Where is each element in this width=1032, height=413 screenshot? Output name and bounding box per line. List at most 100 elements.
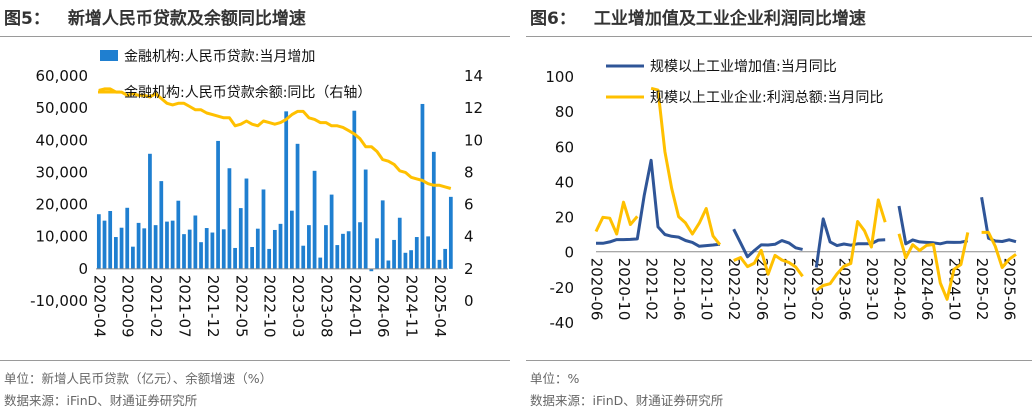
loan-bar <box>312 170 317 269</box>
footer-divider <box>0 360 510 361</box>
y-left-tick-label: 60,000 <box>36 67 89 85</box>
loan-bar <box>289 210 294 269</box>
loan-bar <box>414 237 419 269</box>
loan-bar <box>301 245 306 269</box>
x-tick-label: 2025-02 <box>973 258 991 321</box>
industry-chart: -40 -20 0 20 40 60 80 100 2020-06 2020-10 2021-02 2… <box>545 59 1019 332</box>
loan-bar <box>204 228 209 269</box>
loan-bar <box>238 208 243 269</box>
loan-bar <box>176 200 181 269</box>
loan-bar <box>397 217 402 269</box>
loan-bar <box>329 194 334 269</box>
loan-bar <box>358 222 362 269</box>
loan-bar <box>272 229 277 269</box>
loan-bar <box>295 143 300 269</box>
x-tick-label: 2024-11 <box>403 275 421 338</box>
footer-divider <box>526 360 1032 361</box>
loan-bar <box>131 246 135 269</box>
unit-note: 单位：% <box>530 371 580 386</box>
loan-bar <box>142 228 147 269</box>
loan-bar <box>278 223 283 269</box>
x-tick-label: 2024-06 <box>374 275 392 338</box>
y-right-tick-label: 4 <box>464 228 474 246</box>
loan-bar <box>426 236 431 269</box>
x-tick-label: 2024-01 <box>346 275 364 338</box>
loan-bar <box>341 233 345 269</box>
figure-title: 图6： 工业增加值及工业企业利润同比增速 <box>530 4 866 29</box>
loan-bar <box>159 181 164 269</box>
loan-balance-growth-line <box>98 87 452 190</box>
loan-bar <box>193 215 198 269</box>
loan-bar <box>335 245 340 269</box>
x-tick-label: 2020-10 <box>615 258 633 321</box>
loan-bar <box>250 247 255 269</box>
y-tick-label: 80 <box>555 103 574 121</box>
loan-bar <box>102 220 107 269</box>
y-right-tick-label: 10 <box>464 131 483 149</box>
y-left-tick-label: -10,000 <box>30 292 88 310</box>
loan-bar <box>136 222 141 269</box>
x-tick-label: 2021-02 <box>147 275 165 338</box>
x-tick-label: 2022-02 <box>725 258 743 321</box>
y-tick-label: 100 <box>545 68 574 86</box>
loan-bar <box>324 225 328 269</box>
y-left-tick-label: 30,000 <box>36 163 89 181</box>
loan-bar <box>437 259 442 269</box>
loan-bar <box>210 232 215 269</box>
x-tick-label: 2021-12 <box>204 275 222 338</box>
y-right-tick-label: 14 <box>464 67 483 85</box>
panel-loans: 图5： 新增人民币贷款及余额同比增速 -10,000 0 10,000 20,000 30… <box>0 0 510 413</box>
x-tick-label: 2021-06 <box>670 258 688 321</box>
loan-bar <box>227 168 232 269</box>
y-tick-label: 20 <box>555 209 574 227</box>
loan-bar <box>443 248 448 269</box>
legend-label-bar: 金融机构:人民币贷款:当月增加 <box>124 49 315 65</box>
x-tick-label: 2020-06 <box>588 258 606 321</box>
x-tick-label: 2021-07 <box>176 275 194 338</box>
y-left-tick-label: 10,000 <box>36 228 89 246</box>
loan-bar <box>113 237 118 269</box>
x-tick-label: 2025-06 <box>1001 258 1019 321</box>
figure-number: 图6： <box>530 9 576 29</box>
figure-title-text: 新增人民币贷款及余额同比增速 <box>67 9 306 29</box>
industrial-profit-line <box>594 86 1017 301</box>
unit-note: 单位：新增人民币贷款（亿元）、余额增速（%） <box>4 371 273 386</box>
legend-label-value-added: 规模以上工业增加值:当月同比 <box>650 59 837 75</box>
legend-label-profit: 规模以上工业企业:利润总额:当月同比 <box>650 89 883 106</box>
x-tick-label: 2022-10 <box>780 258 798 321</box>
y-tick-label: 60 <box>555 138 574 156</box>
industrial-value-added-line <box>596 158 1017 268</box>
loan-bar <box>125 207 130 269</box>
x-tick-label: 2022-06 <box>753 258 771 321</box>
loan-bar <box>216 140 220 269</box>
x-tick-label: 2025-04 <box>431 275 449 338</box>
x-tick-label: 2020-04 <box>90 275 108 338</box>
y-right-tick-label: 0 <box>464 292 474 310</box>
x-tick-label: 2020-09 <box>119 275 137 338</box>
source-note: 数据来源：iFinD、财通证券研究所 <box>530 393 724 408</box>
panel-industry: 图6： 工业增加值及工业企业利润同比增速 -40 -20 0 20 40 60 80 100 20… <box>526 0 1032 413</box>
figure-title: 图5： 新增人民币贷款及余额同比增速 <box>4 4 306 29</box>
x-tick-label: 2023-06 <box>835 258 853 321</box>
y-right-tick-label: 2 <box>464 260 474 278</box>
loan-bar <box>420 103 425 269</box>
y-tick-label: 40 <box>555 173 574 191</box>
loan-bar <box>431 151 436 269</box>
x-tick-label: 2021-02 <box>643 258 661 321</box>
x-tick-label: 2021-10 <box>698 258 716 321</box>
loan-bar <box>363 169 368 269</box>
loan-bar <box>386 260 391 269</box>
x-tick-label: 2024-02 <box>890 258 908 321</box>
loan-bar <box>409 250 413 269</box>
y-right-tick-label: 6 <box>464 196 474 214</box>
y-tick-label: 0 <box>564 244 574 262</box>
loan-bar <box>153 225 158 269</box>
loan-bar <box>199 242 203 269</box>
title-divider <box>526 36 1032 37</box>
loan-bar <box>96 214 101 269</box>
loan-bar <box>352 110 357 269</box>
y-right-tick-label: 8 <box>464 163 474 181</box>
legend-swatch-bar <box>100 50 118 61</box>
loan-bar <box>261 189 266 269</box>
source-note: 数据来源：iFinD、财通证券研究所 <box>4 393 198 408</box>
